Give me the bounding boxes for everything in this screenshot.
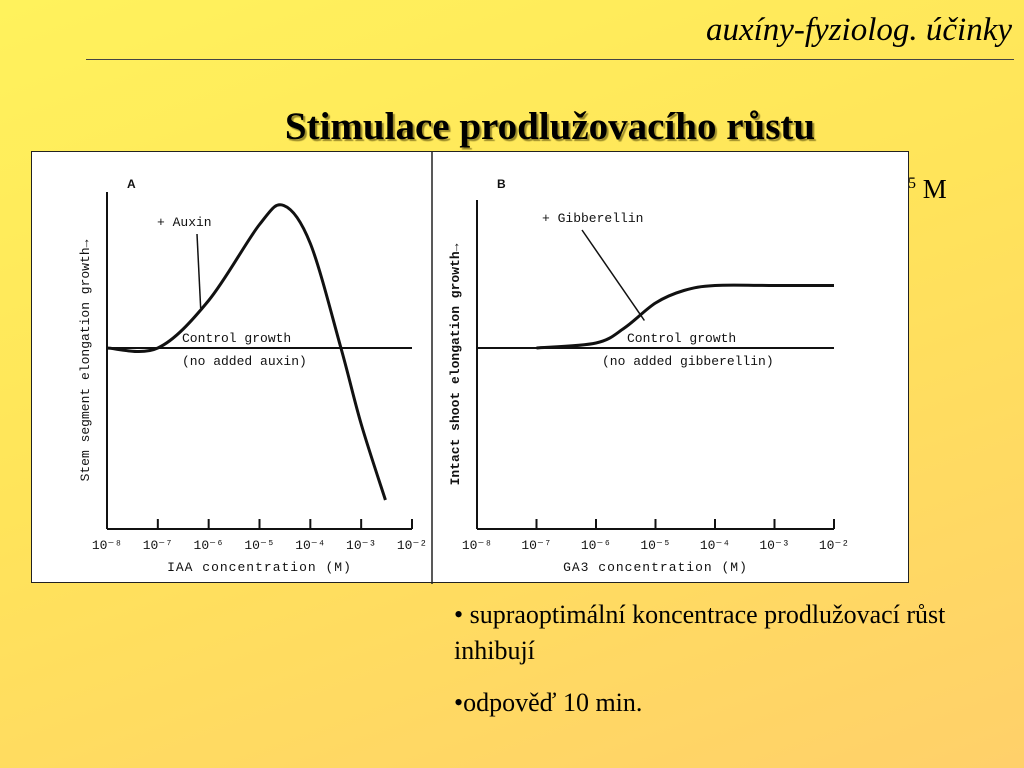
- panel-a-panel-letter: A: [127, 177, 136, 191]
- panel-a-control-label: Control growth: [182, 331, 291, 346]
- panel-b-x-tick-label: 10⁻²: [819, 538, 849, 553]
- panel-b-y-axis-label: Intact shoot elongation growth→: [448, 243, 463, 485]
- panel-a-x-tick-label: 10⁻⁶: [194, 538, 224, 553]
- panel-b-series-label: + Gibberellin: [542, 211, 643, 226]
- panel-b-x-tick-label: 10⁻⁵: [640, 538, 670, 553]
- header-title: auxíny-fyziolog. účinky: [705, 12, 1012, 48]
- partial-superscript: 5: [908, 175, 916, 192]
- bullet-inhibition: • supraoptimální koncentrace prodlužovac…: [454, 600, 946, 665]
- panel-a-x-tick-label: 10⁻⁸: [92, 538, 122, 553]
- panel-a-series-label: + Auxin: [157, 215, 212, 230]
- notes: • supraoptimální koncentrace prodlužovac…: [454, 597, 974, 737]
- panel-b-control-sublabel: (no added gibberellin): [602, 354, 774, 369]
- panel-b-series-leader: [581, 229, 646, 321]
- partial-unit: M: [922, 174, 947, 204]
- panel-a-x-tick-label: 10⁻⁷: [143, 538, 173, 553]
- panel-b-x-tick-label: 10⁻⁸: [462, 538, 492, 553]
- panel-a-x-axis-label: IAA concentration (M): [167, 560, 352, 575]
- panel-a-x-tick-label: 10⁻³: [346, 538, 376, 553]
- panel-b-x-tick-label: 10⁻⁷: [521, 538, 551, 553]
- panel-a-x-tick-label: 10⁻⁴: [295, 538, 325, 553]
- growth-charts: 10⁻⁸ 10⁻⁷ 10⁻⁶ 10⁻⁵ 10⁻⁴ 10⁻³ 10⁻² IAA concentr…: [78, 152, 849, 584]
- panel-b-x-axis-label: GA3 concentration (M): [563, 560, 748, 575]
- panel-b-control-label: Control growth: [627, 331, 736, 346]
- panel-a-x-tick-label: 10⁻⁵: [244, 538, 274, 553]
- panel-a-control-sublabel: (no added auxin): [182, 354, 307, 369]
- panel-b-x-tick-label: 10⁻⁴: [700, 538, 730, 553]
- slide-title: Stimulace prodlužovacího růstu: [284, 105, 816, 148]
- panel-a-series-leader: [196, 233, 202, 309]
- figure-panel: 10⁻⁸ 10⁻⁷ 10⁻⁶ 10⁻⁵ 10⁻⁴ 10⁻³ 10⁻² IAA concentr…: [31, 151, 909, 584]
- panel-b-x-tick-label: 10⁻³: [759, 538, 789, 553]
- panel-b-series-curve: [536, 283, 834, 350]
- panel-a-x-tick-label: 10⁻²: [397, 538, 427, 553]
- header-divider: [86, 59, 1014, 60]
- panel-b-panel-letter: B: [497, 177, 506, 191]
- bullet-response-time: •odpověď 10 min.: [454, 688, 643, 717]
- panel-a-y-axis-label: Stem segment elongation growth→: [78, 239, 93, 481]
- partial-text: 5 M: [908, 174, 947, 205]
- panel-a-series-curve: [106, 203, 387, 501]
- panel-b-x-tick-label: 10⁻⁶: [581, 538, 611, 553]
